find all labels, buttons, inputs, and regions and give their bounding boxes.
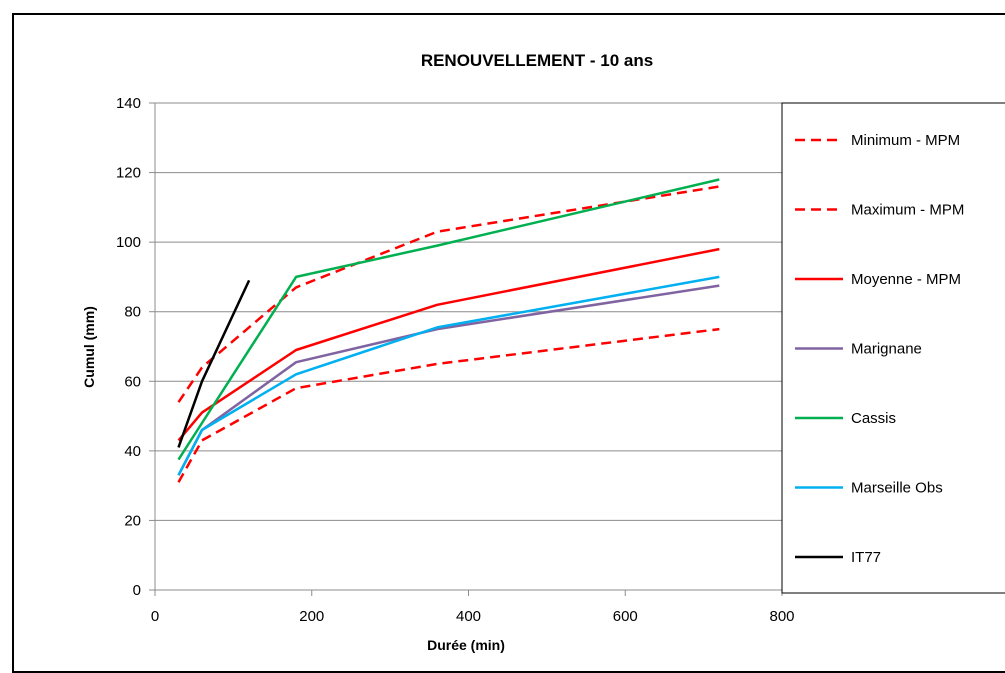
tick-labels: 0 20 40 60 80 100 120 140 0 200 400 600 800 [116,95,795,625]
legend-label-2: Moyenne - MPM [851,271,961,288]
legend-label-5: Marseille Obs [851,480,943,497]
axes [149,102,783,596]
legend: Minimum - MPM Maximum - MPM Moyenne - MPM M… [781,102,1005,594]
x-tick-label: 400 [456,608,481,625]
y-axis-title: Cumul (mm) [81,306,97,388]
y-tick-label: 120 [116,165,141,182]
series-line-3 [177,284,720,476]
legend-label-1: Maximum - MPM [851,202,964,219]
x-tick-label: 800 [769,608,794,625]
y-tick-label: 80 [124,304,141,321]
y-tick-label: 60 [124,373,141,390]
series-line-1 [177,327,720,483]
x-axis-title: Durée (min) [427,637,505,653]
legend-label-3: Marignane [851,341,922,358]
x-tick-label: 600 [613,608,638,625]
line-chart: 0 20 40 60 80 100 120 140 0 200 400 600 800 RENOUVEL… [81,51,1005,653]
series-line-2 [177,247,720,442]
legend-label-0: Minimum - MPM [851,132,960,149]
series-line-6 [177,279,251,448]
y-tick-label: 100 [116,234,141,251]
y-tick-label: 0 [133,582,141,599]
series-layer [177,178,720,483]
series-line-5 [177,275,720,476]
gridlines [155,102,782,521]
chart-title: RENOUVELLEMENT - 10 ans [421,51,653,70]
series-line-0 [177,185,720,403]
x-tick-label: 200 [299,608,324,625]
y-tick-label: 20 [124,512,141,529]
legend-label-6: IT77 [851,549,881,566]
y-tick-label: 140 [116,95,141,112]
x-tick-label: 0 [151,608,159,625]
y-tick-label: 40 [124,443,141,460]
legend-label-4: Cassis [851,410,896,427]
series-line-4 [177,178,720,461]
